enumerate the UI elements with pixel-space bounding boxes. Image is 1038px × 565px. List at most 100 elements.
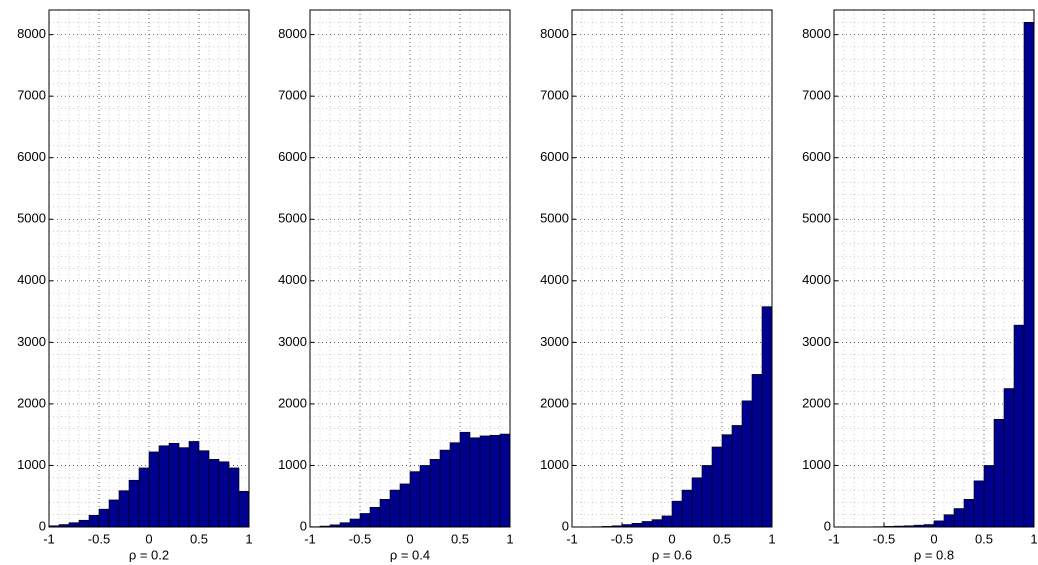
x-axis-label: ρ = 0.4 bbox=[390, 547, 430, 562]
axes-frame bbox=[48, 9, 250, 528]
bar bbox=[1023, 22, 1035, 528]
bar bbox=[379, 499, 391, 528]
y-tick-label: 2000 bbox=[540, 395, 569, 410]
bar bbox=[691, 477, 703, 528]
y-tick-label: 7000 bbox=[17, 88, 46, 103]
y-tick-label: 5000 bbox=[540, 211, 569, 226]
bar bbox=[741, 400, 753, 528]
bar bbox=[953, 508, 965, 528]
x-tick-label: 0.5 bbox=[975, 531, 993, 546]
x-tick-label: -0.5 bbox=[349, 531, 371, 546]
y-tick-label: 3000 bbox=[540, 334, 569, 349]
x-tick-label: 1 bbox=[506, 531, 513, 546]
bar bbox=[439, 449, 451, 528]
bar bbox=[88, 515, 100, 528]
bar bbox=[943, 514, 955, 528]
y-tick-label: 8000 bbox=[278, 26, 307, 41]
bar bbox=[973, 480, 985, 528]
y-tick-label: 4000 bbox=[540, 272, 569, 287]
bar bbox=[339, 522, 351, 528]
bar bbox=[178, 447, 190, 528]
bar bbox=[721, 434, 733, 528]
bar bbox=[78, 519, 90, 528]
bar bbox=[479, 435, 491, 528]
bar bbox=[419, 465, 431, 528]
bar bbox=[641, 521, 653, 528]
y-tick-label: 3000 bbox=[17, 334, 46, 349]
bar bbox=[651, 519, 663, 528]
x-tick-label: 0.5 bbox=[190, 531, 208, 546]
y-tick-label: 6000 bbox=[278, 149, 307, 164]
x-tick-label: -0.5 bbox=[873, 531, 895, 546]
y-tick-label: 4000 bbox=[802, 272, 831, 287]
bar bbox=[469, 437, 481, 528]
bar bbox=[459, 431, 471, 528]
bar bbox=[128, 479, 140, 528]
bar bbox=[429, 458, 441, 528]
y-tick-label: 8000 bbox=[540, 26, 569, 41]
bar bbox=[218, 461, 230, 528]
bar bbox=[993, 418, 1005, 528]
bar bbox=[751, 374, 763, 528]
bar bbox=[489, 434, 501, 528]
x-tick-label: 0.5 bbox=[713, 531, 731, 546]
bar bbox=[138, 467, 150, 528]
x-tick-label: -1 bbox=[304, 531, 316, 546]
bar bbox=[188, 441, 200, 528]
bar bbox=[711, 446, 723, 528]
y-tick-label: 0 bbox=[300, 518, 307, 533]
bar bbox=[449, 442, 461, 528]
y-tick-label: 1000 bbox=[540, 457, 569, 472]
x-tick-label: -0.5 bbox=[88, 531, 110, 546]
bar bbox=[631, 523, 643, 528]
bar bbox=[1013, 324, 1025, 528]
bar bbox=[148, 451, 160, 528]
y-tick-label: 4000 bbox=[278, 272, 307, 287]
y-tick-label: 8000 bbox=[17, 26, 46, 41]
bar bbox=[701, 465, 713, 528]
bar bbox=[963, 499, 975, 528]
bar bbox=[228, 467, 240, 528]
x-tick-label: 1 bbox=[768, 531, 775, 546]
y-tick-label: 7000 bbox=[540, 88, 569, 103]
bar bbox=[933, 520, 945, 528]
y-tick-label: 1000 bbox=[17, 457, 46, 472]
x-axis-label: ρ = 0.8 bbox=[914, 547, 954, 562]
bar bbox=[359, 513, 371, 528]
bar bbox=[158, 445, 170, 528]
x-tick-label: 0 bbox=[406, 531, 413, 546]
y-tick-label: 2000 bbox=[278, 395, 307, 410]
x-tick-label: -1 bbox=[566, 531, 578, 546]
axes-frame bbox=[833, 9, 1035, 528]
y-tick-label: 1000 bbox=[278, 457, 307, 472]
y-tick-label: 2000 bbox=[802, 395, 831, 410]
y-tick-label: 0 bbox=[39, 518, 46, 533]
x-tick-label: 0.5 bbox=[451, 531, 469, 546]
bar bbox=[208, 458, 220, 528]
bar bbox=[108, 499, 120, 528]
y-tick-label: 6000 bbox=[802, 149, 831, 164]
bar bbox=[198, 450, 210, 528]
bar bbox=[499, 433, 511, 528]
y-tick-label: 1000 bbox=[802, 457, 831, 472]
x-tick-label: 1 bbox=[245, 531, 252, 546]
y-tick-label: 7000 bbox=[278, 88, 307, 103]
bar bbox=[399, 483, 411, 528]
bar bbox=[761, 306, 773, 528]
x-tick-label: 0 bbox=[930, 531, 937, 546]
x-tick-label: -0.5 bbox=[611, 531, 633, 546]
y-tick-label: 5000 bbox=[278, 211, 307, 226]
bar bbox=[349, 518, 361, 528]
y-tick-label: 6000 bbox=[17, 149, 46, 164]
bar bbox=[731, 425, 743, 528]
y-tick-label: 6000 bbox=[540, 149, 569, 164]
y-tick-label: 2000 bbox=[17, 395, 46, 410]
bar bbox=[661, 515, 673, 528]
bar bbox=[168, 442, 180, 528]
axes-frame bbox=[309, 9, 511, 528]
bar bbox=[681, 489, 693, 528]
bar bbox=[98, 508, 110, 528]
bar bbox=[238, 491, 250, 528]
x-tick-label: -1 bbox=[828, 531, 840, 546]
